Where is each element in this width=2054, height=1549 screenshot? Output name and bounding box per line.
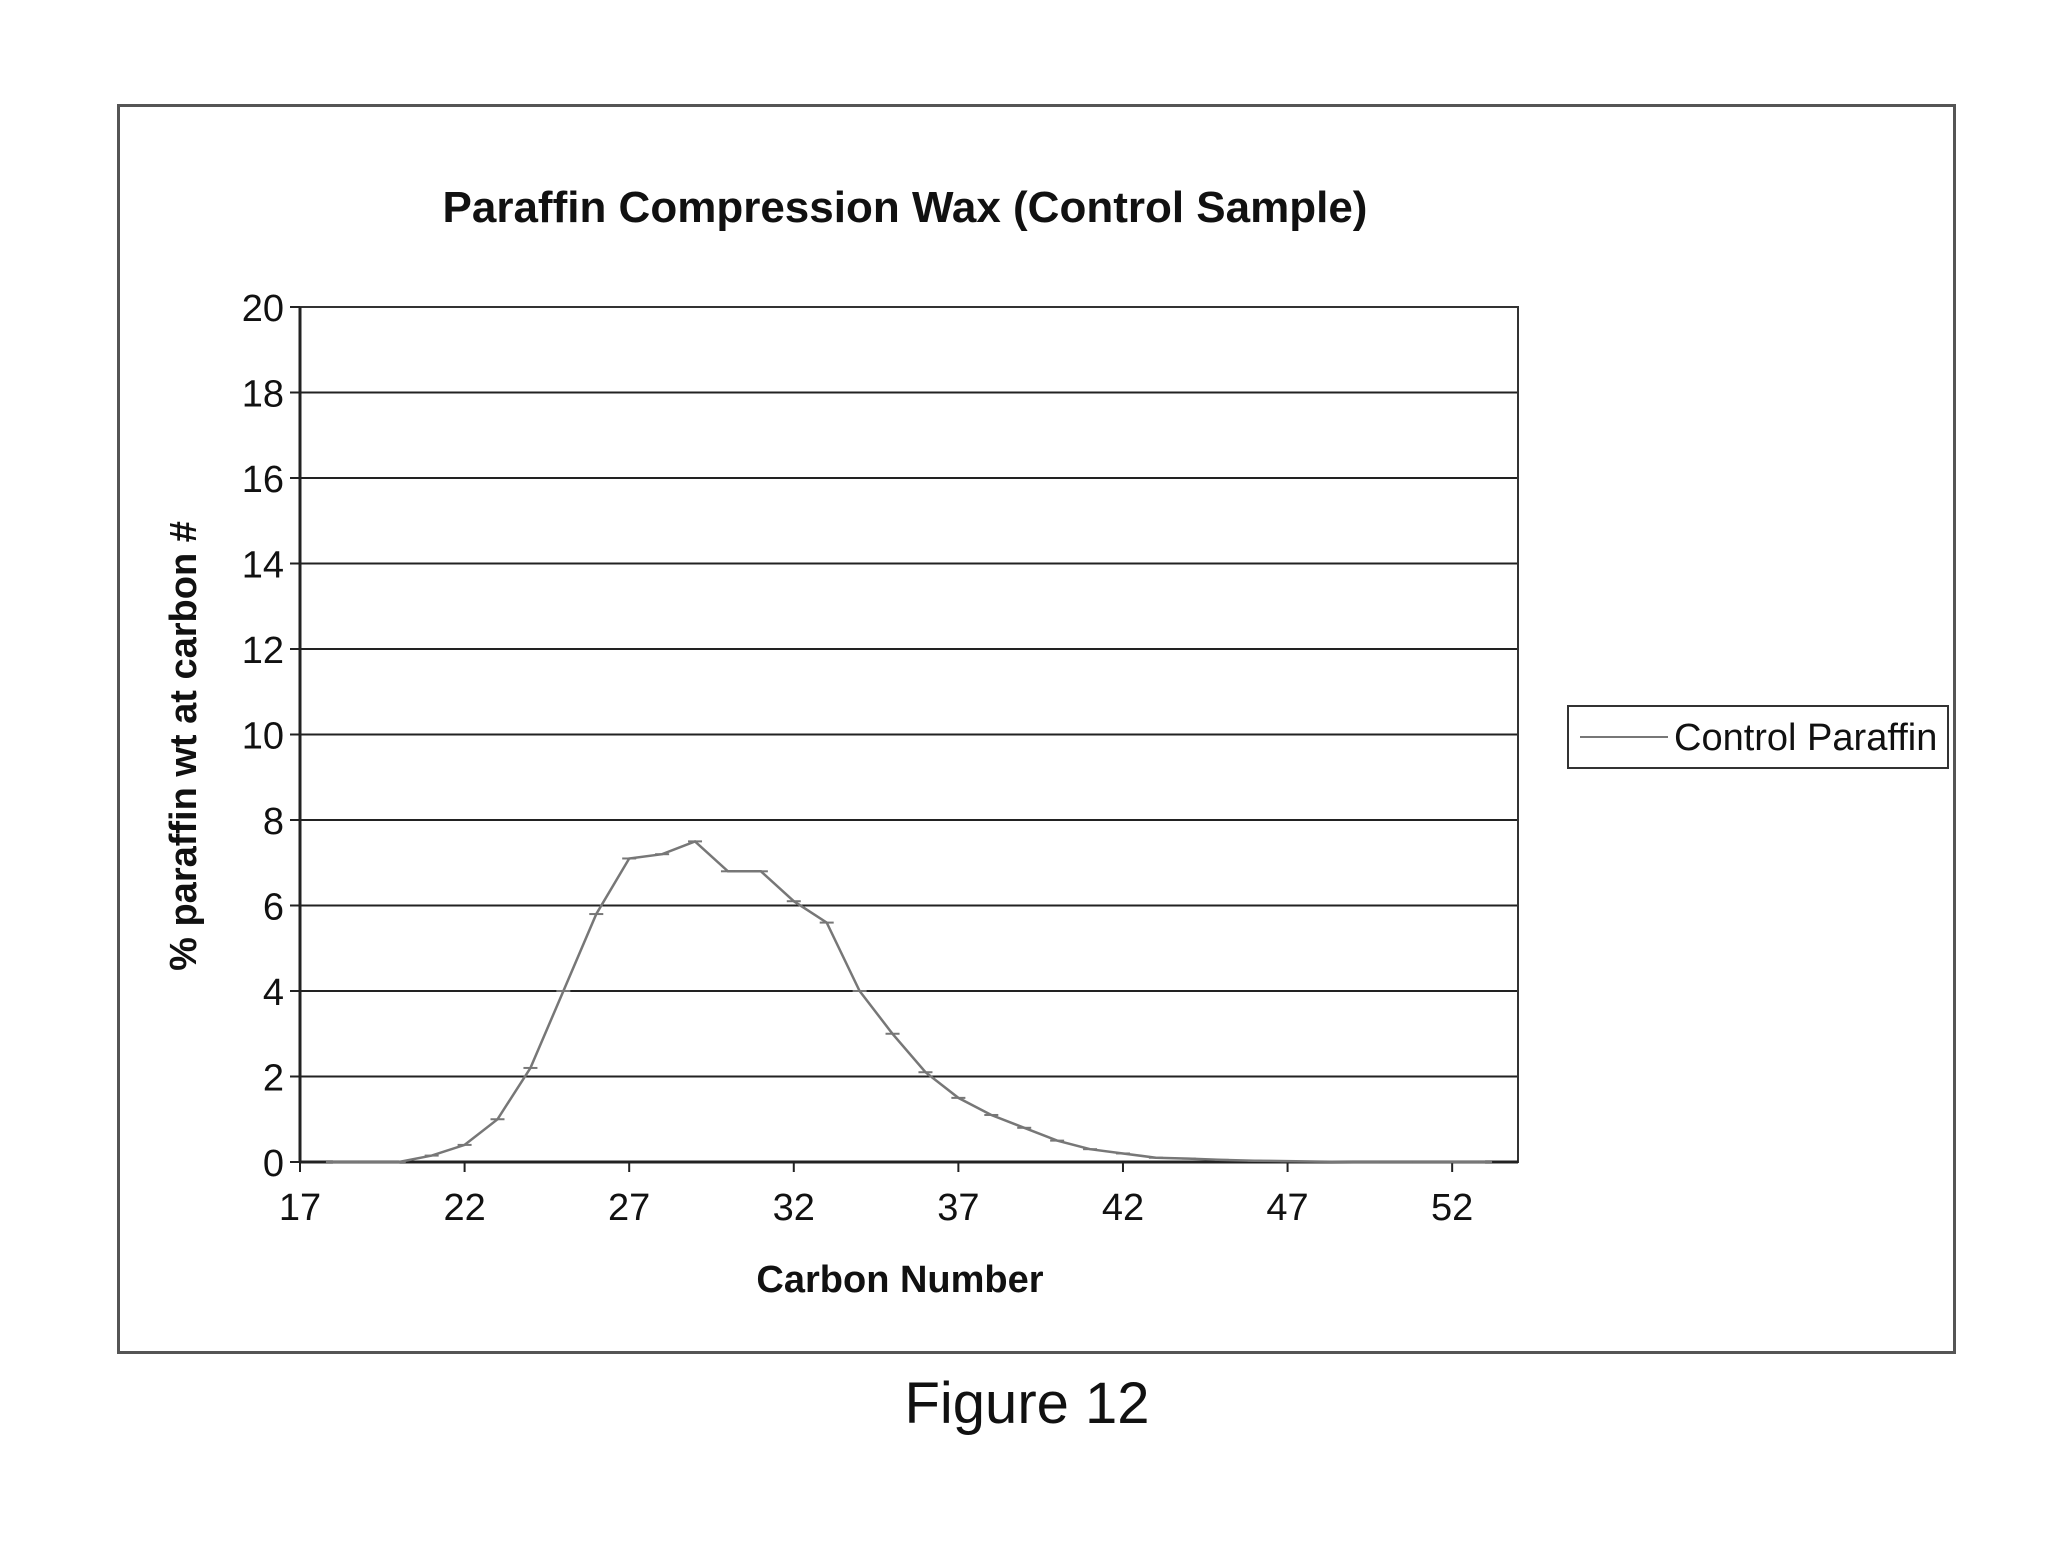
chart-title: Paraffin Compression Wax (Control Sample…: [443, 183, 1368, 232]
legend: Control Paraffin: [1567, 705, 1949, 769]
y-axis-label: % paraffin wt at carbon #: [163, 521, 205, 971]
x-tick-label-27: 27: [608, 1187, 650, 1229]
figure-caption: Figure 12: [904, 1371, 1150, 1436]
x-tick-label-37: 37: [937, 1187, 979, 1229]
y-tick-label-16: 16: [242, 459, 284, 501]
y-tick-label-4: 4: [263, 972, 284, 1014]
y-tick-label-18: 18: [242, 374, 284, 416]
axes: 0 2 4 6 8 10 12 14 16 18 20 17 22 27 32 37 42 47 52: [242, 288, 1518, 1229]
y-tick-label-14: 14: [242, 545, 284, 587]
series-layer: [325, 839, 1493, 1164]
y-tick-label-6: 6: [263, 887, 284, 929]
legend-label-control-paraffin: Control Paraffin: [1674, 717, 1937, 759]
x-tick-label-52: 52: [1431, 1187, 1473, 1229]
y-tick-label-12: 12: [242, 630, 284, 672]
y-tick-label-0: 0: [263, 1143, 284, 1185]
grid-lines: [300, 306, 1518, 1078]
y-tick-label-2: 2: [263, 1058, 284, 1100]
x-tick-label-42: 42: [1102, 1187, 1144, 1229]
x-tick-label-32: 32: [773, 1187, 815, 1229]
series-line-0: [332, 839, 1486, 1164]
y-tick-label-8: 8: [263, 801, 284, 843]
y-tick-label-10: 10: [242, 716, 284, 758]
x-axis-label: Carbon Number: [756, 1259, 1043, 1301]
chart-frame: [117, 104, 1956, 1354]
x-tick-label-22: 22: [443, 1187, 485, 1229]
y-tick-label-20: 20: [242, 288, 284, 330]
x-tick-label-17: 17: [279, 1187, 321, 1229]
x-tick-label-47: 47: [1266, 1187, 1308, 1229]
